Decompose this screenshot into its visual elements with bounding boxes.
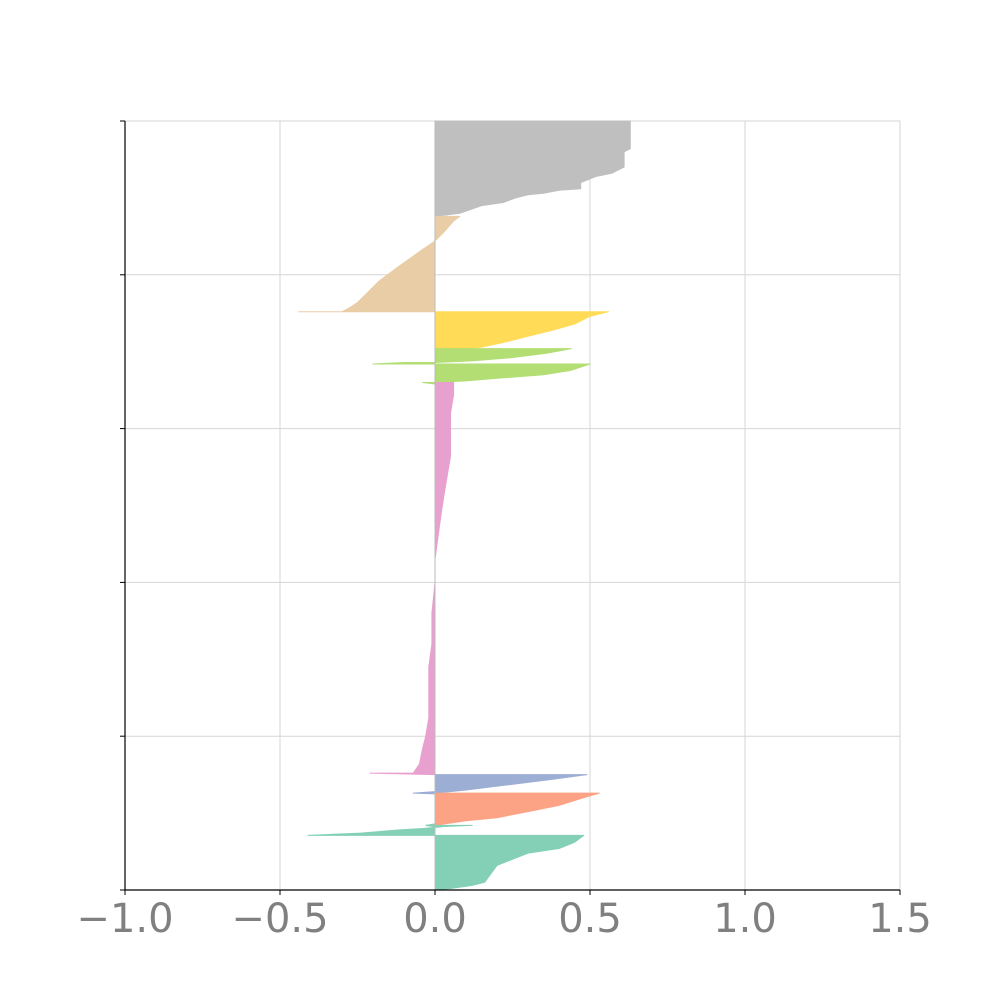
x-tick-label: 0.5 — [558, 896, 622, 942]
series-area-8 — [434, 774, 588, 794]
series-area-9 — [412, 791, 436, 795]
series-area-11 — [425, 823, 473, 828]
series-area-0 — [434, 120, 631, 217]
x-tick-label: 0.0 — [403, 896, 467, 942]
x-tick-label: −1.0 — [76, 896, 173, 942]
series-area-4 — [372, 362, 436, 365]
y-axis-ticks — [120, 120, 125, 891]
axes — [124, 121, 900, 891]
x-tick-label: −0.5 — [231, 896, 328, 942]
series-area-7 — [369, 382, 455, 776]
series-area-2 — [434, 311, 610, 350]
series-area-5 — [434, 363, 591, 383]
x-tick-label: 1.0 — [713, 896, 777, 942]
series-area-12 — [307, 826, 442, 836]
series-area-1 — [298, 215, 461, 313]
series-area-6 — [422, 382, 436, 385]
x-tick-label: 1.5 — [868, 896, 932, 942]
x-axis-ticks: −1.0 −0.5 0.0 0.5 1.0 1.5 — [76, 890, 932, 942]
series-area-13 — [434, 834, 585, 891]
plot-area — [298, 120, 631, 891]
series-area-10 — [434, 792, 600, 826]
series-area-3 — [434, 348, 572, 363]
